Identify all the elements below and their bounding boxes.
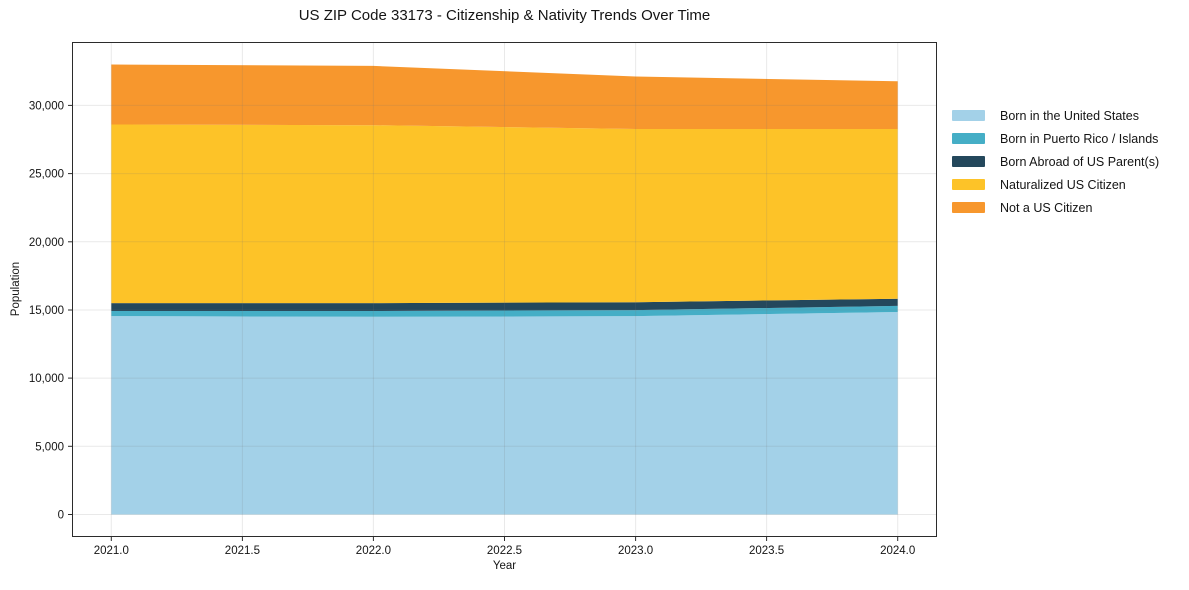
y-axis-label: Population <box>10 261 22 317</box>
x-tick-label: 2024.0 <box>880 545 915 557</box>
x-tick-label: 2023.0 <box>618 545 653 557</box>
x-tick-label: 2021.5 <box>225 545 260 557</box>
y-tick-label: 20,000 <box>29 237 64 249</box>
y-tick-label: 0 <box>58 510 64 522</box>
legend-swatch-icon <box>952 133 985 144</box>
x-tick-label: 2023.5 <box>749 545 784 557</box>
legend-label: Not a US Citizen <box>1000 200 1093 215</box>
area-series <box>111 64 898 129</box>
y-tick-label: 10,000 <box>29 373 64 385</box>
legend-label: Born in Puerto Rico / Islands <box>1000 131 1159 146</box>
y-tick-label: 15,000 <box>29 305 64 317</box>
legend-item: Born in Puerto Rico / Islands <box>952 127 1159 150</box>
legend-item: Naturalized US Citizen <box>952 173 1159 196</box>
legend-item: Not a US Citizen <box>952 196 1159 219</box>
legend-swatch-icon <box>952 179 985 190</box>
legend-item: Born Abroad of US Parent(s) <box>952 150 1159 173</box>
area-series <box>111 124 898 304</box>
area-series <box>111 305 898 317</box>
y-tick-label: 25,000 <box>29 169 64 181</box>
x-tick-label: 2022.0 <box>356 545 391 557</box>
legend-swatch-icon <box>952 156 985 167</box>
area-series <box>111 298 898 311</box>
legend-item: Born in the United States <box>952 104 1159 127</box>
x-axis-label: Year <box>492 560 517 572</box>
y-tick-label: 30,000 <box>29 100 64 112</box>
plot-border <box>72 42 937 537</box>
x-tick-label: 2021.0 <box>94 545 129 557</box>
legend-swatch-icon <box>952 110 985 121</box>
chart-title: US ZIP Code 33173 - Citizenship & Nativi… <box>298 7 711 24</box>
legend: Born in the United States Born in Puerto… <box>952 104 1159 219</box>
legend-label: Naturalized US Citizen <box>1000 177 1126 192</box>
legend-label: Born Abroad of US Parent(s) <box>1000 154 1160 169</box>
area-series <box>111 312 898 515</box>
x-tick-label: 2022.5 <box>487 545 522 557</box>
legend-label: Born in the United States <box>1000 108 1139 123</box>
legend-swatch-icon <box>952 202 985 213</box>
y-tick-label: 5,000 <box>35 441 64 453</box>
